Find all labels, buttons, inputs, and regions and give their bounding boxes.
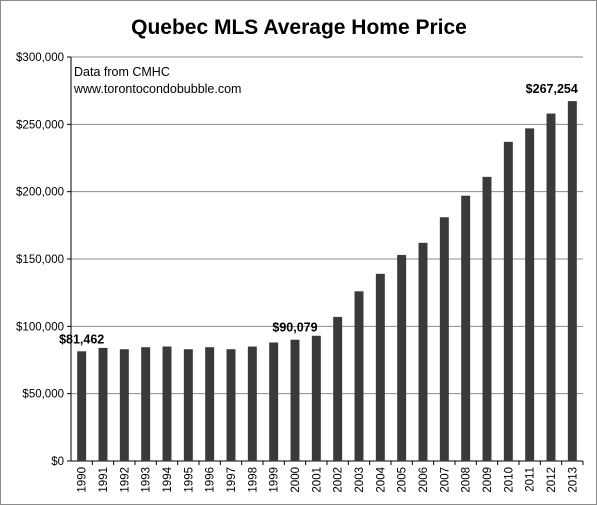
x-tick-label: 2009 [482,467,494,493]
y-tick-label: $300,000 [16,52,64,64]
y-tick-label: $50,000 [22,389,64,401]
x-tick-label: 1992 [119,467,131,493]
bar-2004 [375,273,385,461]
x-tick-label: 2001 [311,467,323,493]
y-tick-label: $200,000 [16,187,64,199]
gridlines [71,56,583,462]
x-tick-label: 2013 [567,467,579,493]
bar-2006 [418,242,428,461]
x-tick-label: 1998 [247,467,259,493]
annotation-source: Data from CMHC [74,65,170,79]
bar-2013 [567,101,577,461]
x-tick-label: 1995 [183,467,195,493]
bar-2005 [397,254,407,461]
annotation-website: www.torontocondobubble.com [73,82,241,96]
bars [77,101,577,461]
x-tick-label: 2005 [397,467,409,493]
x-tick-label: 1997 [226,467,238,493]
x-tick-label: 2006 [418,467,430,493]
bar-2007 [439,217,449,461]
x-tick-label: 2010 [503,467,515,493]
bar-1997 [226,349,236,461]
data-label-2013: $267,254 [526,82,578,96]
x-tick-label: 2012 [546,467,558,493]
bar-1998 [247,346,257,461]
bar-1995 [183,349,193,461]
x-tick-label: 1999 [269,467,281,493]
x-tick-label: 2004 [375,466,387,492]
y-tick-label: $250,000 [16,119,64,131]
bar-2002 [333,316,343,461]
bar-2003 [354,291,364,461]
x-tick-label: 1994 [162,466,174,492]
labels: $81,462 $90,079 $267,254 [59,82,578,346]
bar-2012 [546,113,556,461]
data-label-1990: $81,462 [59,332,104,346]
bar-2001 [311,335,321,461]
x-tick-label: 1996 [205,467,217,493]
x-tick-label: 1991 [98,467,110,493]
x-tick-label: 2000 [290,467,302,493]
bar-1993 [141,347,151,461]
chart-title: Quebec MLS Average Home Price [131,16,467,39]
data-label-2000: $90,079 [272,321,317,335]
axes: $0 $50,000 $100,000 $150,000 $200,000 $250,00… [16,52,584,493]
x-tick-label: 1990 [77,467,89,493]
bar-1999 [269,342,279,461]
x-tick-label: 2008 [461,467,473,493]
bar-2011 [525,128,535,461]
bar-1992 [119,349,129,461]
y-tick-label: $100,000 [16,321,64,333]
x-tick-label: 2002 [333,467,345,493]
bar-1996 [205,347,215,461]
bar-2008 [461,195,471,461]
x-tick-label: 2003 [354,467,366,493]
y-tick-label: $150,000 [16,254,64,266]
bar-2010 [503,141,513,461]
x-tick-label: 2007 [439,467,451,493]
bar-2009 [482,176,492,461]
x-tick-label: 2011 [525,467,537,492]
bar-1991 [98,347,108,461]
y-tick-label: $0 [51,456,64,468]
bar-1994 [162,346,172,461]
x-tick-label: 1993 [141,467,153,493]
bar-1990 [77,351,87,461]
bar-2000 [290,339,300,461]
